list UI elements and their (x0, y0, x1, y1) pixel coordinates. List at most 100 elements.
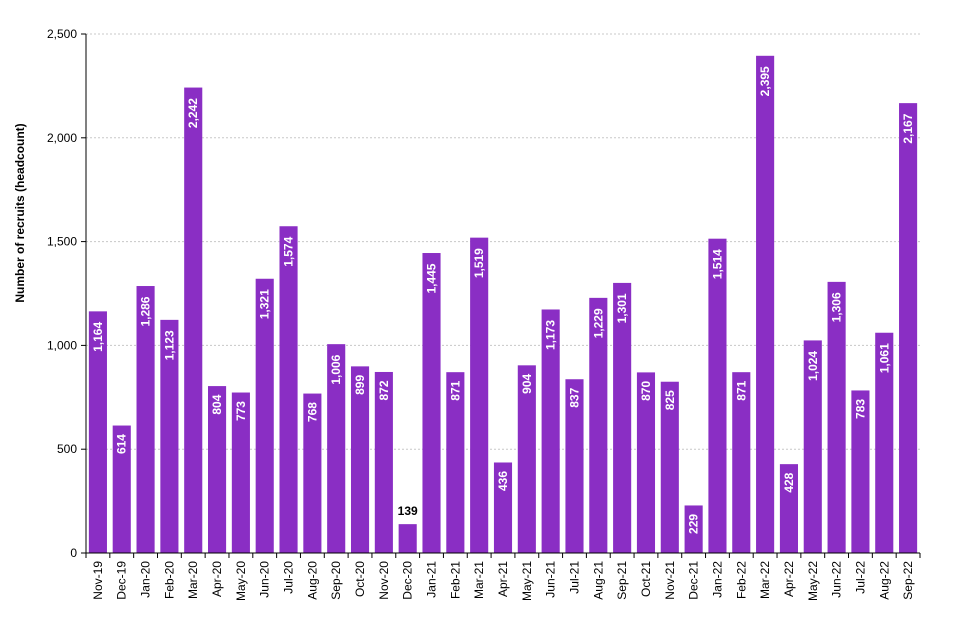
x-tick-label: Sep-22 (901, 561, 915, 600)
x-tick-label: Nov-20 (377, 561, 391, 600)
bar (422, 253, 441, 553)
x-tick-label: Dec-21 (687, 561, 701, 600)
x-tick-label: Mar-21 (472, 561, 486, 599)
data-label: 2,167 (901, 113, 915, 143)
y-tick-label: 2,000 (47, 131, 77, 145)
bar (636, 372, 656, 553)
x-tick-label: Oct-20 (353, 561, 367, 597)
bar (327, 344, 346, 553)
data-label: 837 (567, 387, 581, 407)
x-tick-label: May-21 (520, 561, 534, 601)
bar (398, 524, 417, 553)
bar (88, 311, 107, 553)
bar (184, 87, 203, 554)
x-tick-label: Apr-20 (210, 561, 224, 597)
data-label: 904 (520, 373, 534, 393)
x-tick-label: Aug-21 (591, 561, 605, 600)
x-tick-label: Jun-21 (544, 561, 558, 598)
y-tick-label: 1,000 (47, 338, 77, 352)
y-axis: 0 500 1,000 1,500 2,000 2,500 (47, 27, 87, 560)
x-tick-label: Dec-19 (115, 561, 129, 600)
data-label: 1,229 (591, 308, 605, 338)
bars: 1,164 614 1,286 1,123 2,242 804 773 1,321 1,574 7… (88, 55, 918, 554)
y-tick-label: 0 (70, 546, 77, 560)
data-label: 139 (398, 504, 418, 518)
x-tick-label: Nov-21 (663, 561, 677, 600)
x-tick-label: Sep-20 (329, 561, 343, 600)
bar (565, 379, 584, 553)
bar (374, 371, 393, 553)
bar (684, 505, 703, 553)
x-tick-label: Aug-22 (877, 561, 891, 600)
bar (899, 103, 918, 553)
data-label: 1,519 (472, 248, 486, 278)
x-axis: Nov-19 Dec-19 Jan-20 Feb-20 Mar-20 Apr-20 May-… (85, 552, 921, 601)
bar (541, 309, 560, 553)
bar (112, 425, 131, 553)
x-tick-label: Jan-21 (425, 561, 439, 598)
bar (803, 340, 822, 553)
data-label: 428 (782, 472, 796, 492)
data-label: 1,514 (710, 249, 724, 279)
bar (136, 286, 155, 553)
bar (708, 238, 727, 553)
bar (613, 282, 632, 553)
data-label: 1,173 (544, 320, 558, 350)
data-label: 1,306 (830, 292, 844, 322)
bar (875, 332, 894, 553)
bar (517, 365, 536, 553)
x-tick-label: May-20 (234, 561, 248, 601)
data-label: 870 (639, 381, 653, 401)
x-tick-label: Jan-20 (139, 561, 153, 598)
bar (779, 464, 798, 553)
x-tick-label: Mar-20 (186, 561, 200, 599)
data-label: 1,123 (162, 330, 176, 360)
x-tick-label: Nov-19 (91, 561, 105, 600)
data-label: 825 (663, 390, 677, 410)
data-label: 1,006 (329, 354, 343, 384)
bar (493, 462, 513, 553)
data-label: 1,164 (91, 322, 105, 352)
bar (851, 390, 870, 553)
data-label: 614 (115, 434, 129, 454)
x-tick-label: Jul-22 (853, 561, 867, 594)
bar (160, 319, 179, 553)
data-label: 1,445 (425, 263, 439, 293)
bar (827, 281, 846, 553)
bar (446, 372, 465, 553)
x-tick-label: Sep-21 (615, 561, 629, 600)
bar (208, 386, 227, 553)
x-tick-label: Dec-20 (401, 561, 415, 600)
data-label: 1,321 (258, 289, 272, 319)
x-tick-label: Feb-22 (734, 561, 748, 599)
data-label: 1,574 (282, 236, 296, 266)
data-label: 229 (687, 514, 701, 534)
bar (589, 297, 608, 553)
bar (350, 366, 370, 553)
bar (732, 372, 751, 553)
data-label: 768 (305, 402, 319, 422)
data-label: 2,242 (186, 98, 200, 128)
bar (303, 393, 322, 553)
bar (231, 392, 250, 553)
x-tick-label: Mar-22 (758, 561, 772, 599)
x-tick-label: Jun-22 (830, 561, 844, 598)
x-tick-label: Jul-20 (282, 561, 296, 594)
x-tick-label: Jun-20 (258, 561, 272, 598)
gridlines (86, 33, 920, 450)
x-tick-label: Aug-20 (305, 561, 319, 600)
x-tick-label: May-22 (806, 561, 820, 601)
data-label: 1,061 (877, 343, 891, 373)
data-label: 1,286 (139, 296, 153, 326)
bar (660, 381, 679, 553)
x-tick-label: Apr-21 (496, 561, 510, 597)
data-label: 1,301 (615, 293, 629, 323)
data-label: 871 (448, 380, 462, 400)
data-label: 783 (853, 399, 867, 419)
y-tick-label: 2,500 (47, 27, 77, 41)
y-axis-label: Number of recruits (headcount) (13, 123, 27, 302)
x-tick-label: Feb-20 (162, 561, 176, 599)
data-label: 773 (234, 401, 248, 421)
data-label: 2,395 (758, 66, 772, 96)
